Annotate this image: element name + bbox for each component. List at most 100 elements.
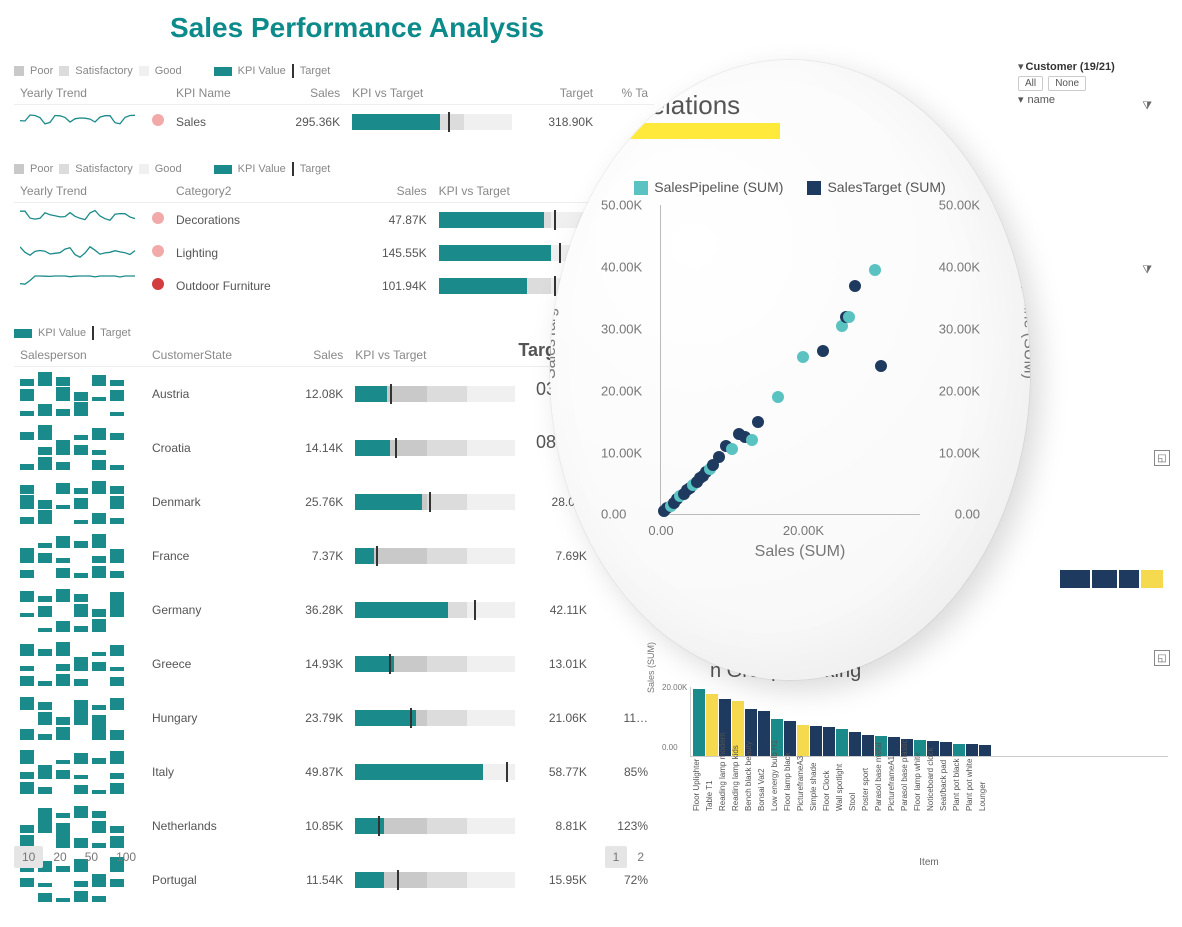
- rank-bar[interactable]: [966, 744, 978, 756]
- filter-header: Customer (19/21): [1026, 61, 1115, 73]
- scatter-point[interactable]: [875, 360, 887, 372]
- kpi-table: Yearly Trend KPI Name Sales KPI vs Targe…: [14, 82, 654, 138]
- rank-bar[interactable]: [888, 737, 900, 756]
- table-row[interactable]: Greece 14.93K 13.01K: [14, 637, 654, 691]
- rank-bar[interactable]: [823, 727, 835, 756]
- hbar-seg: [1119, 570, 1139, 588]
- scatter-point[interactable]: [772, 391, 784, 403]
- group-ranking-panel: n Group Ranking Sales (SUM) 20.00K 0.00 …: [660, 660, 1168, 867]
- row-sales: 14.14K: [278, 421, 350, 475]
- rank-bar[interactable]: [758, 711, 770, 756]
- scatter-point[interactable]: [746, 434, 758, 446]
- rank-bar[interactable]: [810, 726, 822, 756]
- rank-x-label: Item: [690, 857, 1168, 868]
- filter-none-button[interactable]: None: [1048, 76, 1086, 91]
- status-dot: [152, 278, 164, 290]
- row-sales: 295.36K: [265, 105, 346, 139]
- checkbox-icon[interactable]: ▾: [1018, 93, 1024, 106]
- col-pcttarget[interactable]: % Ta: [599, 82, 654, 105]
- swatch-good: [139, 66, 149, 76]
- rank-bar[interactable]: [979, 745, 991, 757]
- row-state: Croatia: [146, 421, 278, 475]
- filter-all-button[interactable]: All: [1018, 76, 1043, 91]
- legend-target: Target: [300, 65, 331, 77]
- hbar-seg: [1060, 570, 1090, 588]
- scatter-point[interactable]: [817, 345, 829, 357]
- filter-icon-2[interactable]: ⧩: [1142, 264, 1152, 277]
- kpi-panel: Poor Satisfactory Good KPI Value Target …: [14, 60, 654, 138]
- table-row[interactable]: Germany 36.28K 42.11K: [14, 583, 654, 637]
- page-number-option[interactable]: 1: [605, 846, 628, 868]
- rank-bar[interactable]: [836, 729, 848, 757]
- legend-satisfactory: Satisfactory: [75, 65, 132, 77]
- rank-bar[interactable]: [706, 694, 718, 757]
- row-target: 8.81K: [521, 799, 593, 853]
- row-sales: 101.94K: [342, 269, 433, 302]
- swatch-kpi: [214, 67, 232, 76]
- row-sales: 49.87K: [278, 745, 350, 799]
- row-pct: 11…: [593, 691, 654, 745]
- col-trend[interactable]: Yearly Trend: [14, 82, 146, 105]
- rank-bar[interactable]: [940, 742, 952, 756]
- swatch-poor: [14, 66, 24, 76]
- row-sales: 7.37K: [278, 529, 350, 583]
- page-size-option[interactable]: 50: [77, 846, 106, 868]
- rank-bar[interactable]: [862, 735, 874, 756]
- col-sales[interactable]: Sales: [265, 82, 346, 105]
- page-size-option[interactable]: 10: [14, 846, 43, 868]
- caret-down-icon[interactable]: ▾: [1018, 60, 1024, 73]
- table-row[interactable]: Denmark 25.76K 28.0…: [14, 475, 654, 529]
- row-state: Austria: [146, 367, 278, 422]
- row-name: Lighting: [170, 236, 342, 269]
- page-size-option[interactable]: 20: [45, 846, 74, 868]
- rank-bar[interactable]: [797, 725, 809, 756]
- swatch-pipeline: [634, 181, 648, 195]
- hbar-seg: [1092, 570, 1117, 588]
- scatter-chart[interactable]: 0.000.0010.00K10.00K20.00K20.00K30.00K30…: [660, 205, 920, 515]
- table-row[interactable]: Hungary 23.79K 21.06K 11…: [14, 691, 654, 745]
- row-name: Outdoor Furniture: [170, 269, 342, 302]
- rank-bar[interactable]: [953, 744, 965, 757]
- row-sales: 14.93K: [278, 637, 350, 691]
- table-row[interactable]: Italy 49.87K 58.77K 85%: [14, 745, 654, 799]
- status-dot: [152, 114, 164, 126]
- col-kpiname[interactable]: KPI Name: [170, 82, 265, 105]
- scatter-point[interactable]: [843, 311, 855, 323]
- row-sales: 36.28K: [278, 583, 350, 637]
- scatter-x-label: Sales (SUM): [660, 543, 940, 561]
- scatter-point[interactable]: [849, 280, 861, 292]
- table-row[interactable]: Decorations 47.87K 4…: [14, 203, 654, 237]
- scatter-point[interactable]: [713, 451, 725, 463]
- row-target: 21.06K: [521, 691, 593, 745]
- customer-filter-panel: ▾ Customer (19/21) All None ▾ name ⧩ ⧩: [1018, 60, 1168, 106]
- col-target[interactable]: Target: [518, 82, 599, 105]
- mini-hbar-chart: [1060, 570, 1170, 588]
- table-row[interactable]: Sales 295.36K 318.90K: [14, 105, 654, 139]
- scatter-point[interactable]: [797, 351, 809, 363]
- page-size-option[interactable]: 100: [108, 846, 144, 868]
- col-kvt[interactable]: KPI vs Target: [346, 82, 518, 105]
- rank-bar[interactable]: [784, 721, 796, 756]
- filter-name-label: name: [1028, 94, 1056, 106]
- row-state: France: [146, 529, 278, 583]
- rank-bar[interactable]: [849, 732, 861, 756]
- swatch-salestarget: [807, 181, 821, 195]
- page-title: Sales Performance Analysis: [0, 0, 1182, 52]
- scatter-point[interactable]: [726, 443, 738, 455]
- swatch-satisfactory: [59, 66, 69, 76]
- table-row[interactable]: France 7.37K 7.69K: [14, 529, 654, 583]
- table-row[interactable]: Netherlands 10.85K 8.81K 123%: [14, 799, 654, 853]
- row-state: Greece: [146, 637, 278, 691]
- scatter-point[interactable]: [752, 416, 764, 428]
- magnifier-overlay: Correlations SalesPipeline (SUM) SalesTa…: [550, 60, 1030, 680]
- popout-icon[interactable]: ◱: [1154, 450, 1170, 466]
- filter-icon[interactable]: ⧩: [1142, 100, 1152, 113]
- rank-bar[interactable]: [693, 689, 705, 757]
- page-number-option[interactable]: 2: [629, 846, 652, 868]
- row-sales: 10.85K: [278, 799, 350, 853]
- pager: 102050100 12: [14, 850, 654, 864]
- legend-good: Good: [155, 65, 182, 77]
- row-target: 7.69K: [521, 529, 593, 583]
- row-state: Hungary: [146, 691, 278, 745]
- scatter-point[interactable]: [869, 264, 881, 276]
